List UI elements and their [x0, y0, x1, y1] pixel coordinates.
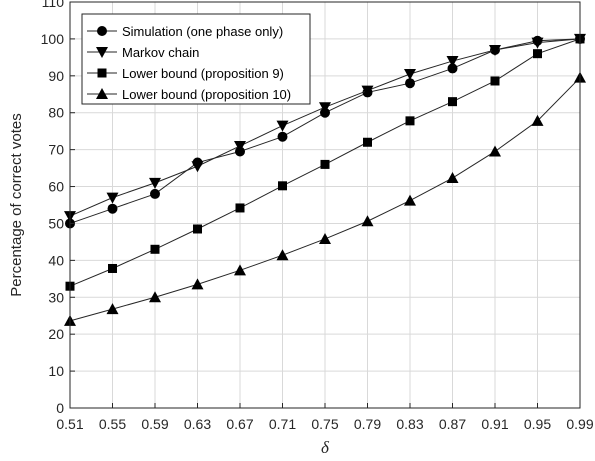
data-point [361, 85, 374, 97]
data-point [490, 76, 500, 86]
legend-label: Markov chain [122, 45, 199, 60]
y-tick-label: 50 [48, 215, 64, 231]
data-point [150, 188, 160, 199]
y-tick-label: 0 [56, 400, 64, 416]
legend-label: Lower bound (proposition 10) [122, 87, 291, 102]
data-point [235, 203, 245, 213]
legend-label: Simulation (one phase only) [122, 24, 283, 39]
data-point [361, 215, 374, 227]
y-tick-label: 10 [48, 363, 64, 379]
x-axis-tick-labels: 0.51 0.55 0.59 0.63 0.67 0.71 0.75 0.79 0.83 0.87… [56, 403, 594, 432]
legend: Simulation (one phase only) Markov chain L… [81, 13, 311, 105]
data-point [276, 249, 289, 261]
x-tick-label: 0.83 [396, 416, 423, 432]
data-point [149, 291, 161, 303]
data-point [106, 192, 119, 204]
y-tick-label: 70 [48, 142, 64, 158]
legend-item: Lower bound (proposition 9) [87, 66, 284, 81]
legend-item: Simulation (one phase only) [87, 24, 283, 39]
x-tick-label: 0.99 [566, 416, 593, 432]
data-point [405, 78, 415, 89]
y-tick-label: 30 [48, 289, 64, 305]
data-point [363, 137, 372, 147]
x-tick-label: 0.51 [56, 416, 83, 432]
legend-marker [97, 26, 107, 36]
data-point [446, 56, 459, 68]
legend-label: Lower bound (proposition 9) [122, 66, 284, 81]
x-tick-label: 0.67 [226, 416, 253, 432]
data-point [531, 114, 544, 126]
data-point [319, 102, 331, 114]
x-tick-label: 0.59 [141, 416, 168, 432]
data-point [191, 278, 204, 290]
data-point [107, 203, 118, 214]
x-tick-label: 0.79 [354, 416, 381, 432]
data-point [108, 263, 117, 273]
y-tick-label: 110 [42, 0, 65, 10]
data-point [234, 264, 246, 276]
data-point [277, 131, 288, 142]
data-point [448, 97, 457, 107]
x-tick-label: 0.55 [99, 416, 126, 432]
data-point [320, 159, 330, 169]
data-point [191, 161, 204, 173]
data-point [150, 244, 160, 254]
y-tick-label: 90 [48, 68, 64, 84]
data-point [446, 172, 459, 184]
data-point [278, 181, 287, 191]
data-point [404, 68, 416, 80]
legend-marker [96, 88, 108, 99]
legend-item: Markov chain [87, 45, 199, 60]
x-tick-label: 0.87 [439, 416, 466, 432]
data-point [319, 232, 331, 244]
data-point [234, 140, 246, 152]
data-point [404, 194, 416, 206]
y-tick-label: 80 [48, 105, 64, 121]
x-tick-label: 0.75 [311, 416, 338, 432]
data-point [533, 49, 542, 59]
data-point [149, 177, 161, 189]
data-point [489, 44, 501, 56]
legend-box [81, 13, 311, 105]
data-point [447, 63, 458, 74]
data-point [531, 37, 544, 49]
data-point [276, 120, 289, 132]
data-point [106, 303, 119, 315]
data-point [193, 224, 202, 234]
x-axis-title: δ [321, 438, 330, 457]
x-tick-label: 0.95 [524, 416, 551, 432]
y-tick-label: 40 [48, 252, 64, 268]
legend-marker [97, 68, 107, 78]
y-axis-title: Percentage of correct votes [8, 113, 25, 296]
y-tick-label: 100 [41, 31, 65, 47]
x-tick-label: 0.71 [269, 416, 296, 432]
series-group [64, 33, 586, 326]
y-axis-tick-labels: 0 10 20 30 40 50 60 70 80 90 100 110 [41, 0, 75, 416]
legend-item: Lower bound (proposition 10) [87, 87, 291, 102]
x-tick-label: 0.91 [481, 416, 508, 432]
y-tick-label: 60 [48, 179, 64, 195]
legend-marker [96, 47, 108, 58]
data-point [489, 145, 501, 157]
y-tick-label: 20 [48, 326, 64, 342]
x-tick-label: 0.63 [184, 416, 211, 432]
data-point [405, 116, 415, 126]
